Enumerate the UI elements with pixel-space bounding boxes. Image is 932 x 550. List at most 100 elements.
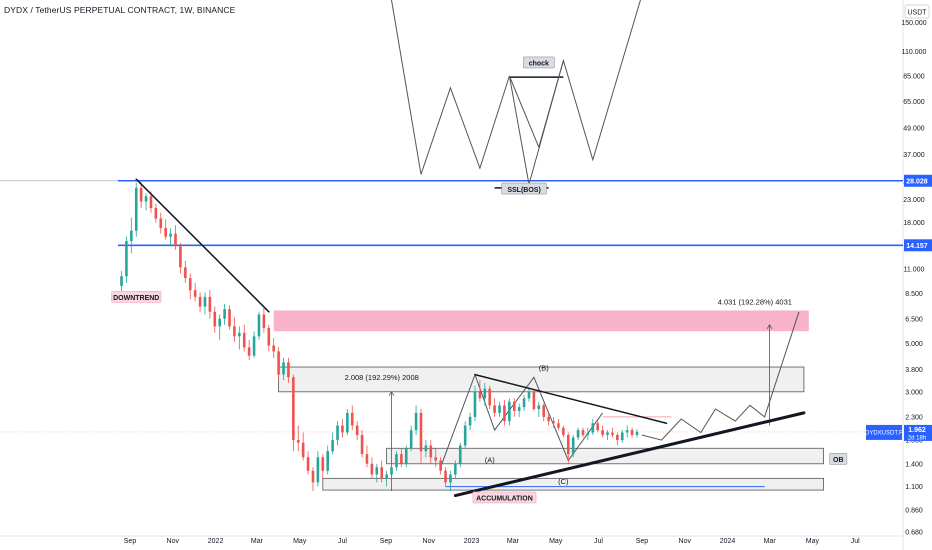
- x-tick-label: Sep: [636, 538, 649, 545]
- annotation-badge: [829, 452, 848, 465]
- y-tick-label: 1.400: [905, 461, 923, 468]
- range-box: [386, 447, 824, 465]
- candle-body: [454, 463, 457, 475]
- candle-body: [277, 351, 280, 375]
- candle-body: [537, 405, 541, 410]
- candle-body: [390, 467, 393, 475]
- candle-body: [228, 309, 231, 327]
- x-tick-label: 2023: [464, 538, 480, 545]
- candle-body: [385, 474, 388, 479]
- candle-body: [552, 421, 555, 424]
- candle-body: [630, 430, 634, 435]
- candle-body: [203, 296, 207, 307]
- y-tick-label: 110.000: [902, 49, 927, 56]
- candle-body: [208, 296, 212, 312]
- annotation-badge: [472, 491, 537, 504]
- y-tick-label: 8.500: [905, 291, 923, 298]
- candle-body: [213, 311, 217, 327]
- x-tick-label: Mar: [764, 538, 777, 545]
- y-tick-label: 23.000: [903, 197, 925, 204]
- y-tick-label: 150.000: [901, 20, 926, 27]
- candle-body: [616, 434, 619, 441]
- candle-body: [262, 314, 266, 328]
- candle-body: [498, 405, 501, 413]
- candle-body: [242, 332, 246, 348]
- annotation-text: 2.008 (192.29%) 2008: [345, 373, 419, 382]
- annotation-label: DOWNTREND: [113, 295, 159, 302]
- annotation-badge: [111, 290, 162, 303]
- currency-badge: [904, 4, 930, 19]
- candle-body: [355, 425, 359, 435]
- measure-arrow: [388, 391, 395, 397]
- y-tick-label: 2.300: [905, 414, 923, 421]
- range-box: [322, 477, 824, 491]
- x-tick-label: Jul: [338, 538, 347, 545]
- y-tick-label: 65.000: [903, 99, 925, 106]
- candle-body: [449, 474, 452, 483]
- candle-body: [429, 445, 433, 458]
- annotation-text: (A): [485, 455, 496, 464]
- candle-body: [316, 457, 320, 483]
- candle-body: [346, 412, 349, 433]
- candle-body: [473, 391, 477, 417]
- measure-arrow: [766, 324, 773, 329]
- candle-body: [272, 345, 275, 352]
- candle-body: [169, 233, 172, 237]
- x-tick-label: 2024: [720, 538, 736, 545]
- candle-body: [184, 267, 187, 279]
- candle-body: [463, 425, 467, 446]
- projection-path-schematic-mid: [508, 60, 564, 149]
- projection-path-schematic: [391, 0, 641, 185]
- candle-body: [625, 430, 629, 433]
- candle-body: [159, 218, 163, 228]
- candle-body: [571, 437, 575, 455]
- candle-body: [581, 430, 585, 435]
- y-tick-label: 18.000: [903, 220, 925, 227]
- y-tick-label: 6.500: [905, 316, 923, 323]
- projection-path-path: [641, 311, 800, 441]
- candle-body: [198, 296, 202, 307]
- candle-body: [223, 309, 226, 319]
- candle-body: [562, 427, 565, 435]
- x-tick-label: May: [806, 538, 820, 545]
- candle-body: [380, 467, 384, 479]
- candle-body: [508, 401, 511, 422]
- x-tick-label: Jul: [851, 538, 860, 545]
- candle-body: [233, 326, 236, 337]
- candle-body: [635, 431, 639, 435]
- candle-body: [326, 451, 330, 471]
- candle-body: [532, 391, 536, 410]
- candle-body: [350, 412, 354, 426]
- candle-body: [517, 407, 521, 411]
- annotation-text: 4.031 (192.28%) 4031: [718, 298, 792, 307]
- candle-body: [395, 454, 398, 468]
- y-tick-label: 37.000: [903, 152, 925, 159]
- candle-body: [591, 423, 595, 433]
- candle-body: [606, 432, 609, 435]
- candle-body: [493, 405, 496, 413]
- y-tick-label: 1.800: [905, 438, 923, 445]
- symbol-tag: [866, 424, 902, 440]
- candle-body: [139, 187, 143, 202]
- x-tick-label: Sep: [124, 538, 137, 545]
- candle-body: [620, 432, 624, 441]
- candle-body: [154, 208, 158, 219]
- x-tick-label: Jul: [594, 538, 603, 545]
- annotation-text: (B): [539, 364, 550, 373]
- candle-body: [188, 278, 192, 291]
- annotation-badge: [523, 56, 555, 69]
- trendline: [135, 178, 270, 313]
- candle-body: [321, 457, 325, 471]
- current-price-label: 1.962: [908, 427, 926, 434]
- candle-body: [414, 412, 418, 431]
- candle-body: [267, 327, 271, 346]
- y-tick-label: 85.000: [903, 73, 925, 80]
- x-tick-label: Nov: [167, 538, 180, 545]
- candle-body: [483, 388, 487, 399]
- candle-body: [296, 440, 300, 443]
- candle-body: [439, 460, 442, 471]
- candle-body: [458, 445, 462, 464]
- x-tick-label: Nov: [679, 538, 692, 545]
